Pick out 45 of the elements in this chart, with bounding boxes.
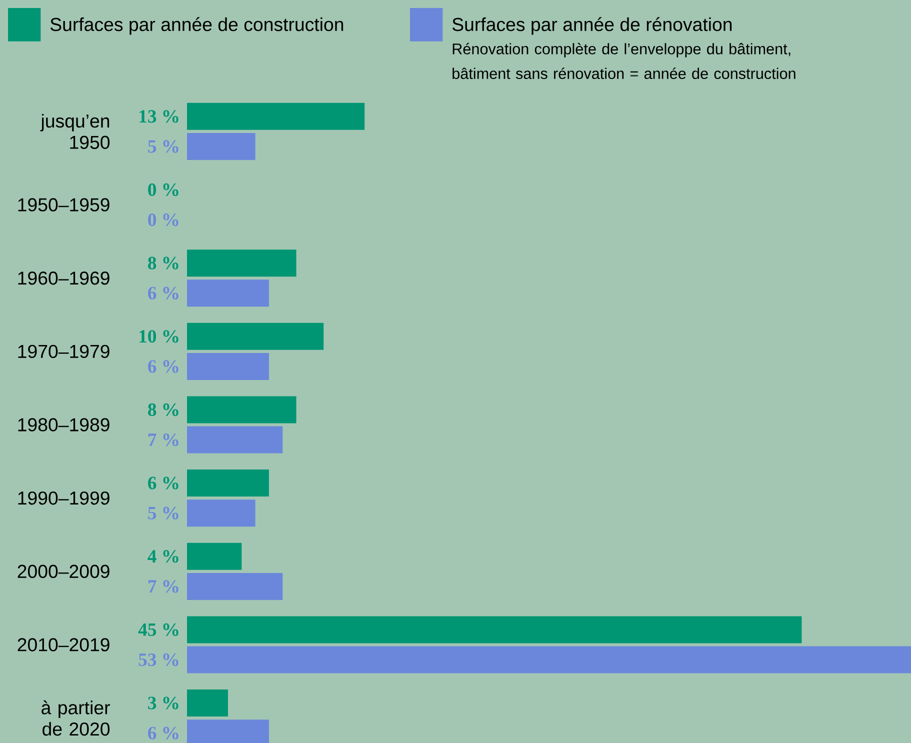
data-label: 3 % bbox=[148, 696, 178, 710]
bar bbox=[187, 102, 365, 130]
y-tick-label: 1970–1979 bbox=[18, 344, 110, 358]
data-label: 6 % bbox=[148, 726, 178, 740]
bar bbox=[187, 322, 324, 350]
data-label: 7 % bbox=[148, 580, 178, 593]
y-tick-label: à partier de 2020 bbox=[42, 700, 110, 736]
data-label: 6 % bbox=[148, 476, 178, 490]
data-label: 45 % bbox=[138, 623, 178, 636]
data-label: 10 % bbox=[140, 330, 178, 343]
data-label: 8 % bbox=[148, 403, 178, 416]
bar bbox=[187, 616, 802, 644]
bar bbox=[187, 542, 242, 570]
bar bbox=[187, 646, 911, 674]
y-tick-label: 2000–2009 bbox=[18, 564, 110, 578]
data-label: 5 % bbox=[148, 140, 178, 153]
data-label: 0 % bbox=[148, 183, 178, 196]
legend-label: Surfaces par année de rénovation bbox=[452, 17, 732, 35]
bar bbox=[187, 572, 283, 600]
text: Rénovation complète de l’enveloppe du bâtiment, bâtiment sans rénovation = année de construction bbox=[452, 42, 796, 80]
data-label: 8 % bbox=[148, 256, 178, 270]
bar bbox=[187, 396, 296, 424]
bar bbox=[187, 280, 269, 307]
y-tick-label: 1960–1969 bbox=[18, 271, 110, 285]
data-label: 7 % bbox=[148, 433, 178, 446]
y-tick-label: 1990–1999 bbox=[18, 491, 110, 505]
bar bbox=[187, 690, 228, 717]
bar bbox=[187, 352, 269, 380]
bar bbox=[187, 250, 296, 277]
bar bbox=[187, 470, 269, 497]
data-label: 53 % bbox=[138, 653, 178, 666]
bar bbox=[187, 133, 256, 160]
bar bbox=[187, 426, 283, 454]
data-label: 4 % bbox=[148, 550, 178, 563]
legend-label: Surfaces par année de construction bbox=[50, 17, 344, 35]
data-label: 0 % bbox=[148, 213, 178, 226]
data-label: 5 % bbox=[148, 506, 178, 520]
bar bbox=[187, 500, 256, 527]
y-tick-label: 1980–1989 bbox=[18, 418, 110, 432]
data-label: 6 % bbox=[148, 360, 178, 373]
y-tick-label: 2010–2019 bbox=[18, 638, 110, 652]
data-label: 6 % bbox=[148, 286, 178, 300]
data-label: 13 % bbox=[140, 110, 178, 123]
y-tick-label: 1950–1959 bbox=[18, 198, 110, 212]
y-tick-label: jusqu’en 1950 bbox=[40, 114, 110, 149]
